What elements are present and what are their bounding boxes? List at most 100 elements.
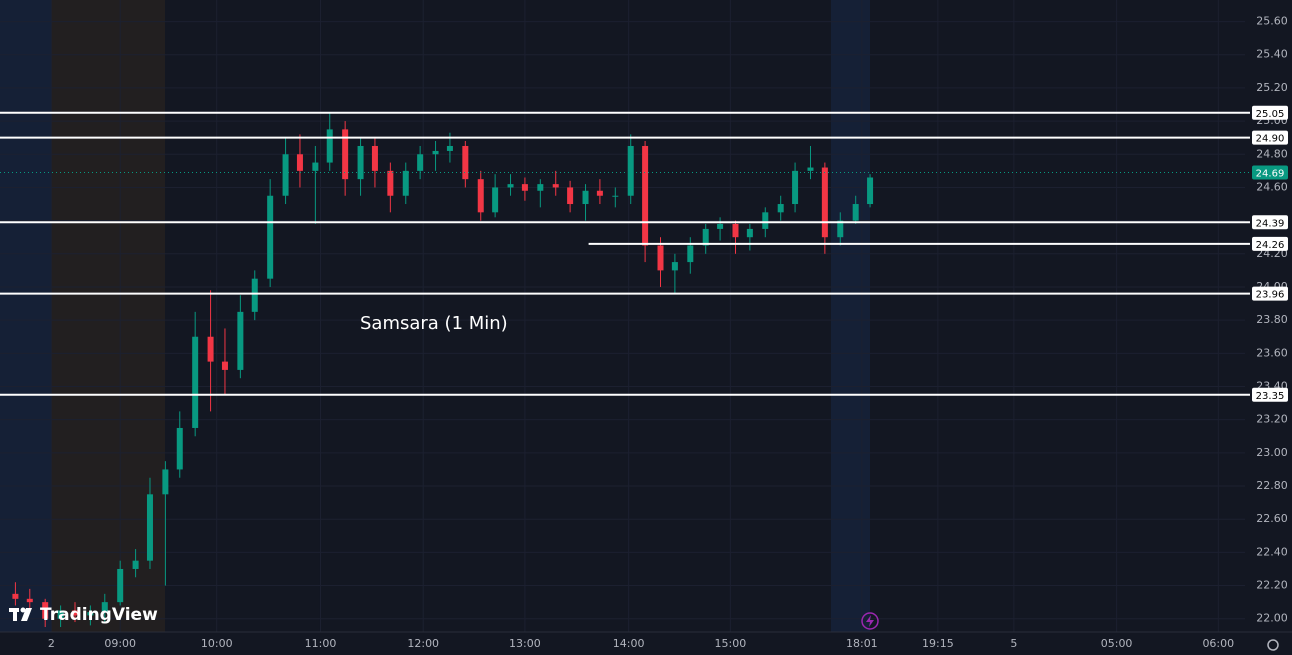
level-label-box xyxy=(1252,130,1288,145)
candle-body xyxy=(657,245,664,271)
candle-body xyxy=(446,145,453,151)
level-label: 24.90 xyxy=(1256,134,1285,145)
y-tick-label: 22.80 xyxy=(1256,479,1288,492)
plot xyxy=(0,111,1250,628)
x-tick-label: 11:00 xyxy=(305,637,337,650)
candle-body xyxy=(492,187,499,213)
candle-body xyxy=(596,190,603,196)
candle-body xyxy=(792,170,799,205)
level-label-box xyxy=(1252,286,1288,301)
candle-body xyxy=(642,145,649,246)
candle-body xyxy=(462,145,469,180)
x-tick-label: 10:00 xyxy=(201,637,233,650)
candle-body xyxy=(146,494,153,561)
y-tick-label: 25.60 xyxy=(1256,15,1288,28)
settings-icon[interactable] xyxy=(1267,639,1279,651)
candle-body xyxy=(342,129,349,180)
candle-body xyxy=(162,469,169,495)
premarket-session xyxy=(0,0,51,632)
y-tick-label: 25.20 xyxy=(1256,81,1288,94)
x-tick-label: 14:00 xyxy=(613,637,645,650)
last-price-label: 24.69 xyxy=(1256,169,1285,180)
level-label: 24.26 xyxy=(1256,240,1285,251)
x-tick-label: 18:01 xyxy=(846,637,878,650)
candle-body xyxy=(237,311,244,370)
y-tick-label: 22.60 xyxy=(1256,512,1288,525)
candle-body xyxy=(807,167,814,171)
grid xyxy=(0,0,1245,632)
level-label-box xyxy=(1252,105,1288,120)
candle-body xyxy=(282,154,289,196)
level-label-box xyxy=(1252,215,1288,230)
candle-body xyxy=(357,145,364,180)
alert-icon-bolt xyxy=(866,615,874,627)
candle-body xyxy=(192,336,199,428)
level-label-box xyxy=(1252,387,1288,402)
candle-body xyxy=(432,150,439,155)
x-tick-label: 13:00 xyxy=(509,637,541,650)
x-tick-label: 15:00 xyxy=(715,637,747,650)
level-label: 23.35 xyxy=(1256,391,1285,402)
candle-body xyxy=(687,245,694,263)
candle-body xyxy=(417,154,424,171)
candle-body xyxy=(852,204,859,221)
y-tick-label: 23.60 xyxy=(1256,346,1288,359)
candle-body xyxy=(777,204,784,213)
premarket-session xyxy=(51,0,165,632)
candle-body xyxy=(251,278,258,312)
candle-body xyxy=(627,145,634,196)
x-tick-label: 05:00 xyxy=(1101,637,1133,650)
x-tick-label: 09:00 xyxy=(104,637,136,650)
candle-body xyxy=(71,610,78,616)
candle-body xyxy=(371,145,378,171)
y-tick-label: 23.00 xyxy=(1256,446,1288,459)
candle-body xyxy=(267,195,274,279)
level-label: 23.96 xyxy=(1256,290,1285,301)
x-tick-label: 5 xyxy=(1010,637,1017,650)
logo: TradingView xyxy=(9,605,158,625)
candle-body xyxy=(326,129,333,163)
level-label: 24.39 xyxy=(1256,218,1285,229)
candle-body xyxy=(12,593,19,599)
candle-body xyxy=(582,190,589,205)
candle-body xyxy=(57,610,64,619)
y-tick-label: 24.80 xyxy=(1256,147,1288,160)
candle-body xyxy=(207,336,214,362)
candle-body xyxy=(746,228,753,238)
x-tick-label: 06:00 xyxy=(1202,637,1234,650)
y-tick-label: 23.20 xyxy=(1256,413,1288,426)
level-label-box xyxy=(1252,236,1288,251)
candle-body xyxy=(521,184,528,191)
candle-body xyxy=(837,220,844,238)
y-tick-label: 22.40 xyxy=(1256,545,1288,558)
candle-body xyxy=(702,228,709,246)
candle-body xyxy=(26,598,33,603)
candle-body xyxy=(537,184,544,191)
candle-body xyxy=(176,427,183,470)
candle-body xyxy=(296,154,303,171)
candle-body xyxy=(477,179,484,213)
candle-body xyxy=(132,560,139,569)
candle-body xyxy=(387,170,394,196)
candle-body xyxy=(87,612,94,616)
candle-body xyxy=(312,162,319,171)
y-tick-label: 24.60 xyxy=(1256,180,1288,193)
level-label: 25.05 xyxy=(1256,109,1285,120)
alert-icon[interactable] xyxy=(861,612,879,630)
logo-mark xyxy=(20,607,26,613)
candle-body xyxy=(402,170,409,196)
candle-body xyxy=(762,212,769,229)
candle-body xyxy=(117,568,124,603)
candle-body xyxy=(42,602,49,619)
candle-body xyxy=(717,223,724,229)
logo-mark xyxy=(21,608,32,621)
x-tick-label: 2 xyxy=(48,637,55,650)
logo-mark xyxy=(13,608,17,621)
x-tick-label: 19:15 xyxy=(922,637,954,650)
candle-body xyxy=(507,184,514,188)
candle-body xyxy=(732,223,739,238)
candle-body xyxy=(671,262,678,271)
